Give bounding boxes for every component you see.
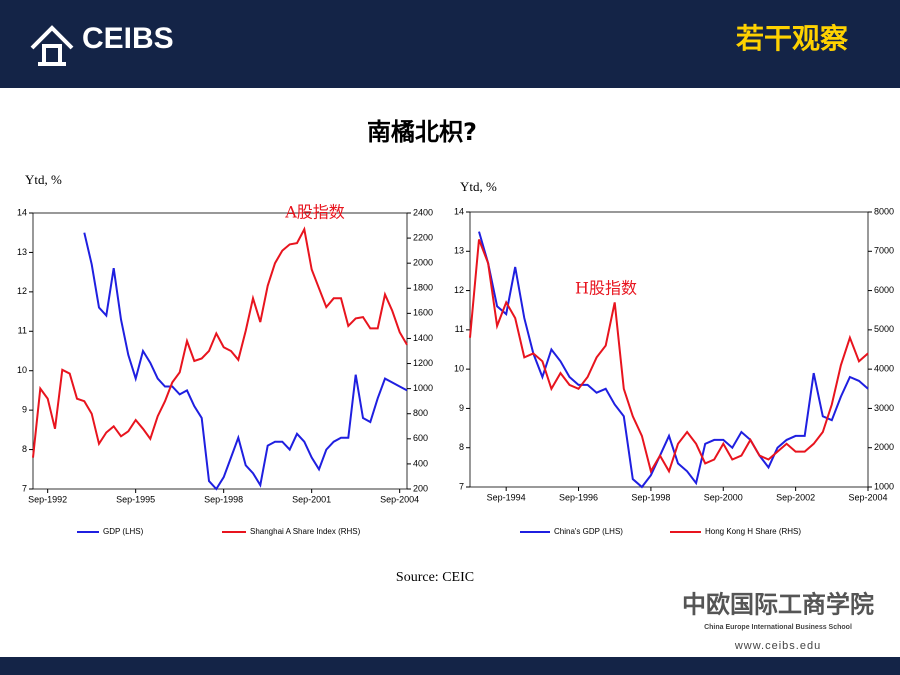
- series-line: [478, 231, 869, 489]
- x-tick-label: Sep-2004: [380, 494, 419, 504]
- y2-tick-label: 2000: [874, 442, 894, 452]
- x-tick-label: Sep-1995: [116, 494, 155, 504]
- y-tick-label: 8: [22, 444, 27, 454]
- slide-title: 南橘北枳?: [367, 118, 477, 146]
- x-tick-label: Sep-2002: [776, 492, 815, 502]
- y2-tick-label: 1000: [874, 481, 894, 491]
- school-en: China Europe International Business Scho…: [704, 624, 852, 631]
- y-tick-label: 11: [18, 326, 27, 336]
- source: Source: CEIC: [396, 570, 474, 585]
- y-tick-label: 10: [17, 365, 27, 375]
- x-tick-label: Sep-1998: [631, 492, 670, 502]
- series-line: [469, 239, 869, 474]
- y2-tick-label: 200: [413, 483, 428, 493]
- annotation: H股指数: [575, 279, 637, 298]
- y2-tick-label: 3000: [874, 403, 894, 413]
- y2-tick-label: 1600: [413, 308, 433, 318]
- legend-label: Hong Kong H Share (RHS): [705, 527, 801, 536]
- y-axis-label: Ytd, %: [25, 172, 62, 187]
- footer-bar: [0, 657, 900, 675]
- y-tick-label: 8: [459, 442, 464, 452]
- y2-tick-label: 2000: [413, 258, 433, 268]
- y-tick-label: 14: [454, 206, 464, 216]
- y2-tick-label: 1400: [413, 333, 433, 343]
- series-line: [32, 226, 408, 458]
- x-tick-label: Sep-2000: [704, 492, 743, 502]
- y2-tick-label: 4000: [874, 364, 894, 374]
- y-tick-label: 12: [17, 286, 27, 296]
- x-tick-label: Sep-1998: [204, 494, 243, 504]
- y-tick-label: 7: [22, 483, 27, 493]
- logo-text: CEIBS: [82, 22, 174, 55]
- y-tick-label: 13: [17, 247, 27, 257]
- y2-tick-label: 1200: [413, 358, 433, 368]
- y-tick-label: 14: [17, 207, 27, 217]
- x-tick-label: Sep-2001: [292, 494, 331, 504]
- y-tick-label: 11: [455, 324, 464, 334]
- y2-tick-label: 400: [413, 458, 428, 468]
- y2-tick-label: 7000: [874, 246, 894, 256]
- y-tick-label: 7: [459, 481, 464, 491]
- y2-tick-label: 8000: [874, 206, 894, 216]
- y2-tick-label: 2200: [413, 232, 433, 242]
- url: www.ceibs.edu: [734, 640, 821, 652]
- logo-icon: [30, 25, 74, 66]
- y2-tick-label: 1800: [413, 283, 433, 293]
- annotation: A股指数: [284, 203, 345, 222]
- school-cn: 中欧国际工商学院: [682, 590, 874, 619]
- header-bar: [0, 0, 900, 88]
- plot-frame: [469, 211, 869, 488]
- y2-tick-label: 600: [413, 433, 428, 443]
- x-tick-label: Sep-1992: [28, 494, 67, 504]
- legend-label: GDP (LHS): [103, 527, 144, 536]
- y-tick-label: 9: [22, 405, 27, 415]
- y2-tick-label: 1000: [413, 383, 433, 393]
- series-line: [83, 232, 408, 491]
- y-tick-label: 9: [459, 403, 464, 413]
- y-tick-label: 13: [454, 246, 464, 256]
- y2-tick-label: 5000: [874, 324, 894, 334]
- x-tick-label: Sep-1994: [487, 492, 526, 502]
- y-tick-label: 12: [454, 285, 464, 295]
- y2-tick-label: 6000: [874, 285, 894, 295]
- y2-tick-label: 800: [413, 408, 428, 418]
- section-title: 若干观察: [736, 22, 849, 55]
- legend-label: China's GDP (LHS): [554, 527, 623, 536]
- plot-frame: [32, 212, 408, 490]
- x-tick-label: Sep-2004: [848, 492, 887, 502]
- x-tick-label: Sep-1996: [559, 492, 598, 502]
- y-axis-label: Ytd, %: [460, 179, 497, 194]
- legend-label: Shanghai A Share Index (RHS): [250, 527, 361, 536]
- y-tick-label: 10: [454, 364, 464, 374]
- y2-tick-label: 2400: [413, 207, 433, 217]
